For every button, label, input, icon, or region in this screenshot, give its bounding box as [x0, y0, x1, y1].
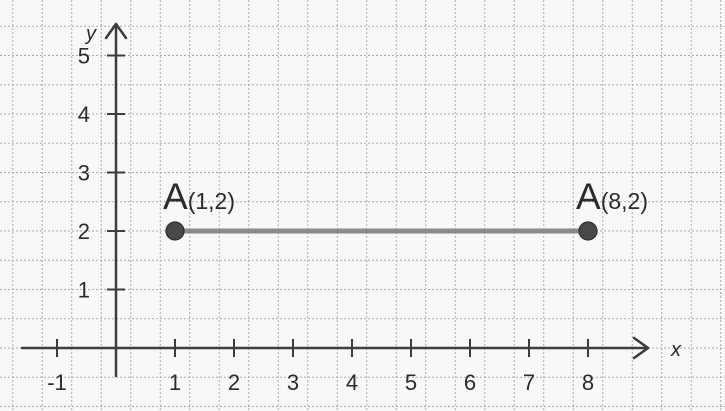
point-label: A(1,2) — [163, 176, 235, 217]
point-name: A — [163, 176, 188, 217]
y-axis-arrow-icon — [104, 22, 128, 40]
point-marker — [578, 221, 598, 241]
y-tick-label: 4 — [78, 102, 90, 127]
point-coordinates: (8,2) — [601, 188, 648, 214]
point-label: A(8,2) — [576, 176, 648, 217]
x-tick-label: 3 — [287, 370, 299, 395]
y-axis-label: y — [84, 23, 97, 45]
x-tick-label: 8 — [582, 370, 594, 395]
y-tick-label: 1 — [78, 278, 90, 303]
axes: x y — [20, 22, 682, 378]
point-marker — [165, 221, 185, 241]
point-coordinates: (1,2) — [188, 188, 235, 214]
x-tick-label: 2 — [228, 370, 240, 395]
x-tick-label: 5 — [405, 370, 417, 395]
y-tick-label: 2 — [78, 219, 90, 244]
x-tick-label: 1 — [169, 370, 181, 395]
x-axis-arrow-icon — [632, 336, 650, 360]
x-axis-label: x — [670, 339, 682, 361]
axis-ticks: -1 1 2 3 4 5 6 7 8 1 2 3 4 5 — [47, 44, 594, 396]
y-tick-label: 5 — [78, 44, 90, 69]
y-tick-label: 3 — [78, 161, 90, 186]
x-tick-label: 7 — [523, 370, 535, 395]
x-tick-label: -1 — [47, 370, 67, 395]
points: A(1,2) A(8,2) — [163, 176, 648, 241]
x-tick-label: 6 — [464, 370, 476, 395]
point-name: A — [576, 176, 601, 217]
x-tick-label: 4 — [346, 370, 358, 395]
